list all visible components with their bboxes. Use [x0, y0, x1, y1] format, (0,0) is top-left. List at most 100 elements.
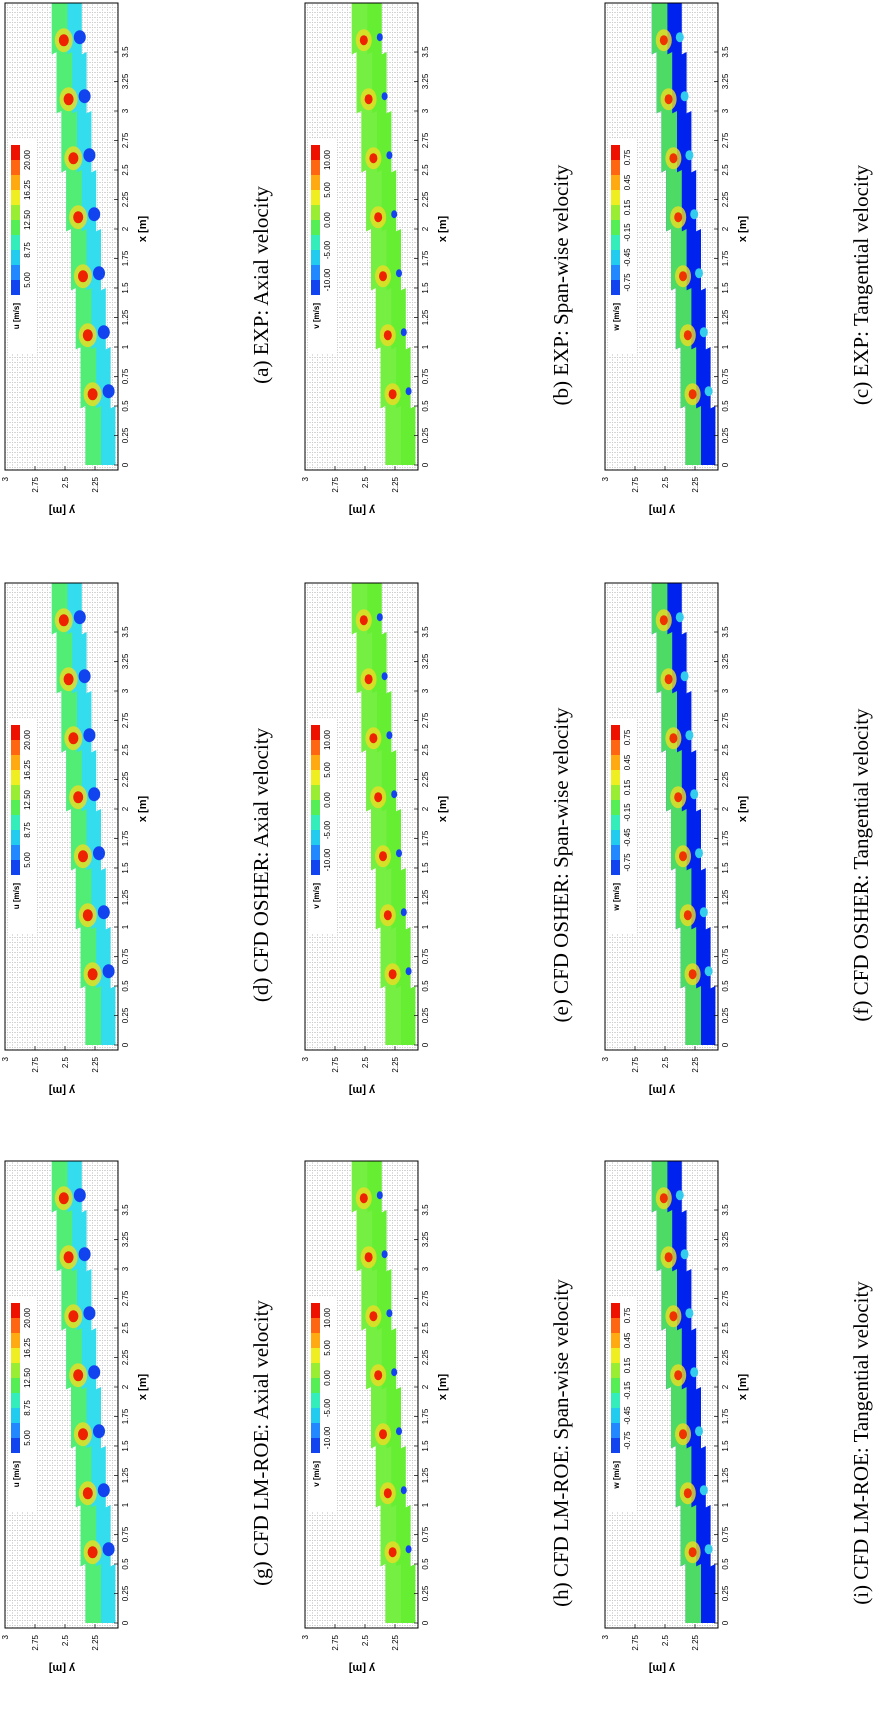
x-axis-label: x [m] — [737, 1374, 749, 1401]
vortex-core — [664, 1252, 673, 1263]
vortex-core — [688, 969, 697, 980]
y-tick-label: 2.5 — [361, 476, 370, 488]
colorbar-label: u [m/s] — [12, 303, 21, 330]
y-tick-label: 3 — [601, 1634, 610, 1639]
x-tick-label: 1.75 — [421, 250, 430, 266]
colorbar-swatch — [11, 830, 20, 845]
x-tick-label: 3.25 — [421, 73, 430, 89]
x-tick-label: 0.5 — [121, 1558, 130, 1570]
colorbar-swatch — [311, 725, 320, 740]
x-tick-label: 2.25 — [121, 771, 130, 787]
colorbar-swatch — [311, 1378, 320, 1393]
x-tick-label: 1 — [721, 344, 730, 349]
vortex-low — [675, 32, 684, 43]
vortex-low — [699, 327, 708, 338]
colorbar-tick-label: 0.45 — [623, 1332, 632, 1348]
vortex-core — [58, 614, 69, 627]
colorbar-tick-label: 12.50 — [23, 1367, 32, 1388]
x-axis-label: x [m] — [737, 216, 749, 243]
x-tick-label: 3 — [721, 688, 730, 693]
y-tick-label: 3 — [301, 1056, 310, 1061]
vortex-low — [386, 1309, 393, 1318]
y-tick-label: 2.25 — [691, 1634, 700, 1650]
x-tick-label: 2 — [121, 1384, 130, 1389]
colorbar-swatch — [611, 160, 620, 175]
colorbar-swatch — [611, 860, 620, 875]
colorbar-tick-label: 20.00 — [23, 149, 32, 170]
x-tick-label: 1.25 — [121, 889, 130, 905]
vortex-low — [695, 268, 703, 279]
vortex-core — [87, 968, 98, 981]
colorbar-tick-label: -0.75 — [623, 853, 632, 872]
colorbar-tick-label: -5.00 — [323, 240, 332, 259]
colorbar-swatch — [611, 740, 620, 755]
x-tick-label: 1.75 — [121, 250, 130, 266]
x-tick-label: 2 — [721, 1384, 730, 1389]
colorbar-swatch — [11, 755, 20, 770]
x-tick-label: 0.5 — [721, 980, 730, 992]
colorbar-swatch — [611, 280, 620, 295]
vortex-low — [685, 730, 694, 741]
colorbar-tick-label: 5.00 — [23, 852, 32, 868]
vortex-core — [669, 733, 678, 744]
panel: 0 0.25 0.5 0.75 1 1.25 1.5 1.75 2 2.25 2.5 2.75 3 3.2… — [601, 2, 873, 516]
colorbar-swatch — [611, 1423, 620, 1438]
colorbar-swatch — [611, 1303, 620, 1318]
colorbar-label: v [m/s] — [312, 1461, 321, 1487]
vortex-core — [58, 34, 69, 47]
x-tick-label: 1.25 — [121, 309, 130, 325]
x-tick-label: 2.25 — [121, 191, 130, 207]
vortex-core — [383, 1488, 392, 1499]
x-tick-label: 1.75 — [421, 1408, 430, 1424]
colorbar-swatch — [611, 1348, 620, 1363]
flow-upper — [51, 582, 101, 1045]
x-tick-label: 2.75 — [121, 132, 130, 148]
x-tick-label: 0.75 — [121, 1526, 130, 1542]
colorbar-tick-label: 0.00 — [323, 212, 332, 228]
x-tick-label: 1.75 — [121, 1408, 130, 1424]
vortex-low — [93, 846, 105, 861]
x-tick-label: 2.75 — [721, 132, 730, 148]
vortex-core — [63, 673, 74, 686]
panel: 0 0.25 0.5 0.75 1 1.25 1.5 1.75 2 2.25 2.5 2.75 3 3.2… — [301, 1160, 573, 1674]
vortex-core — [82, 909, 93, 922]
x-tick-label: 1.75 — [421, 830, 430, 846]
colorbar-tick-label: 0.45 — [623, 174, 632, 190]
vortex-core — [68, 152, 79, 165]
colorbar-swatch — [611, 175, 620, 190]
x-tick-label: 1.5 — [721, 862, 730, 874]
y-tick-label: 3 — [301, 476, 310, 481]
x-tick-label: 2.5 — [721, 164, 730, 176]
vortex-core — [63, 1251, 74, 1264]
vortex-low — [386, 151, 393, 160]
vortex-low — [73, 30, 86, 45]
vortex-core — [68, 1310, 79, 1323]
vortex-low — [685, 150, 694, 161]
x-tick-label: 0.75 — [721, 1526, 730, 1542]
flow-upper — [351, 1160, 401, 1623]
x-tick-label: 2.25 — [721, 771, 730, 787]
colorbar-swatch — [311, 1318, 320, 1333]
colorbar-tick-label: 8.75 — [23, 242, 32, 258]
y-axis-label: y [m] — [649, 504, 676, 516]
x-tick-label: 2.5 — [421, 1322, 430, 1334]
x-tick-label: 2 — [421, 806, 430, 811]
vortex-core — [659, 1193, 668, 1204]
colorbar-swatch — [11, 265, 20, 280]
x-axis-label: x [m] — [137, 796, 149, 823]
vortex-core — [78, 850, 88, 863]
colorbar-tick-label: 0.75 — [623, 149, 632, 165]
x-tick-label: 1.75 — [721, 830, 730, 846]
colorbar-tick-label: 16.25 — [23, 179, 32, 200]
x-tick-label: 1.25 — [721, 309, 730, 325]
panel: 0 0.25 0.5 0.75 1 1.25 1.5 1.75 2 2.25 2.5 2.75 3 3.2… — [301, 582, 573, 1096]
colorbar-swatch — [11, 1438, 20, 1453]
vortex-core — [359, 35, 368, 46]
colorbar-swatch — [611, 725, 620, 740]
colorbar-tick-label: 16.25 — [23, 1337, 32, 1358]
colorbar-tick-label: 0.15 — [623, 1357, 632, 1373]
vortex-core — [388, 389, 397, 400]
vortex-low — [675, 1190, 684, 1201]
colorbar-tick-label: 16.25 — [23, 759, 32, 780]
vortex-low — [78, 669, 91, 684]
